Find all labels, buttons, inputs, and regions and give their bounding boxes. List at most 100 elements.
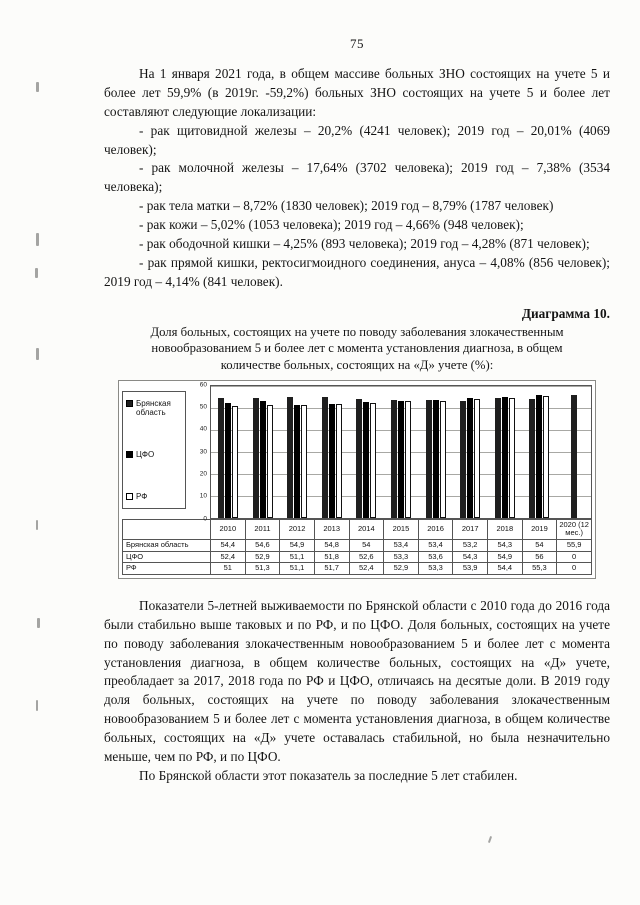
- scan-artifact: [36, 348, 39, 360]
- bar: [363, 402, 370, 518]
- scan-artifact: [37, 618, 40, 628]
- legend-entry: Брянская область: [126, 399, 182, 417]
- bar: [391, 400, 397, 518]
- bar-group-2010: [211, 386, 246, 518]
- year-header-cell: 2015: [383, 518, 419, 541]
- bar: [529, 399, 536, 518]
- list-item-rectum: - рак прямой кишки, ректосигмоидного сое…: [104, 254, 610, 289]
- value-cell: 55,9: [556, 539, 592, 552]
- value-cell: 52,4: [348, 562, 385, 575]
- bar: [405, 401, 411, 518]
- legend-label: РФ: [136, 491, 148, 501]
- value-cell: 52,4: [210, 550, 246, 564]
- chart-title: Доля больных, состоящих на учете по пово…: [150, 324, 564, 373]
- legend-label: Брянская область: [136, 398, 171, 417]
- scan-artifact: [36, 82, 39, 92]
- value-cell: 54,9: [487, 550, 523, 564]
- bar-group-2012: [280, 386, 315, 518]
- value-cell: 53,9: [452, 562, 488, 575]
- bar: [252, 397, 259, 518]
- bar: [398, 400, 404, 518]
- value-cell: 0: [556, 562, 592, 575]
- list-item-thyroid: - рак щитовидной железы – 20,2% (4241 че…: [104, 122, 610, 157]
- value-cell: 54,4: [210, 539, 246, 552]
- value-cell: 54,4: [487, 562, 523, 575]
- row-label-cell: РФ: [122, 562, 211, 575]
- bar: [439, 400, 446, 518]
- bar-group-2020: [556, 386, 591, 518]
- intro-paragraph: На 1 января 2021 года, в общем массиве б…: [104, 66, 610, 119]
- year-header-cell: 2011: [244, 518, 281, 541]
- value-cell: 54,6: [244, 539, 281, 552]
- bar: [508, 398, 515, 518]
- row-label-cell: Брянская область: [122, 539, 211, 552]
- scan-artifact: [36, 520, 38, 530]
- value-cell: 56: [521, 550, 558, 564]
- bar-group-2015: [384, 386, 419, 518]
- value-cell: 54,3: [452, 550, 488, 564]
- value-cell: 53,4: [417, 539, 454, 552]
- bar: [266, 404, 273, 518]
- bar-group-2014: [349, 386, 384, 518]
- table-row: Брянская область 54,4 54,6 54,9 54,8 54 53,4 53…: [122, 539, 592, 552]
- value-cell: 54,3: [487, 539, 523, 552]
- value-cell: 53,3: [417, 562, 454, 575]
- table-header-row: 2010 2011 2012 2013 2014 2015 2016 2017 2018 2019…: [122, 518, 592, 541]
- year-header-cell: 2016: [417, 518, 454, 541]
- bar: [494, 398, 501, 518]
- bar: [287, 397, 294, 518]
- year-header-cell: 2017: [452, 518, 488, 541]
- value-cell: 54,8: [313, 539, 350, 552]
- bar: [321, 397, 328, 518]
- bar: [232, 405, 239, 518]
- chart-data-table: 2010 2011 2012 2013 2014 2015 2016 2017 2018 2019…: [122, 518, 592, 575]
- page-number: 75: [350, 36, 364, 51]
- year-header-cell: 2018: [487, 518, 523, 541]
- list-item-uterus: - рак тела матки – 8,72% (1830 человек);…: [139, 198, 554, 214]
- chart-legend: Брянская область ЦФО РФ: [122, 390, 186, 509]
- legend-entry: ЦФО: [126, 450, 182, 459]
- year-header-cell: 2019: [521, 518, 558, 541]
- bar: [259, 401, 266, 518]
- y-tick-label: 0: [203, 515, 207, 523]
- bar: [294, 405, 301, 518]
- bar: [467, 398, 474, 518]
- value-cell: 0: [556, 550, 592, 564]
- bar: [432, 399, 439, 518]
- y-tick-label: 40: [199, 425, 207, 433]
- scan-artifact: [36, 233, 39, 246]
- bars-container: [211, 386, 591, 518]
- year-header-cell: 2020 (12 мес.): [556, 518, 592, 541]
- bar: [370, 402, 377, 518]
- value-cell: 54: [521, 539, 558, 552]
- scan-artifact: [487, 835, 493, 844]
- bar-group-2018: [487, 386, 522, 518]
- value-cell: 51,3: [244, 562, 281, 575]
- row-label-cell: ЦФО: [122, 550, 211, 564]
- chart: Брянская область ЦФО РФ 60 50 40 30 20 10 0 2010…: [118, 379, 596, 579]
- scan-artifact: [36, 700, 38, 711]
- value-cell: 54: [348, 539, 385, 552]
- chart-plot-region: Брянская область ЦФО РФ 60 50 40 30 20 10 0: [122, 381, 592, 523]
- bar: [460, 400, 467, 518]
- list-item-skin: - рак кожи – 5,02% (1053 человека); 2019…: [139, 217, 524, 232]
- bar: [501, 397, 508, 518]
- value-cell: 52,9: [383, 562, 419, 575]
- table-row: ЦФО 52,4 52,9 51,1 51,8 52,6 53,3 53,6 54,3 54,9 5…: [122, 550, 592, 564]
- bar: [474, 399, 481, 518]
- bar: [425, 400, 432, 518]
- bar-group-2019: [522, 386, 557, 518]
- y-tick-label: 30: [199, 448, 207, 456]
- value-cell: 53,2: [452, 539, 488, 552]
- diagram-caption: Диаграмма 10.: [521, 305, 610, 321]
- bar: [356, 399, 363, 518]
- bar: [225, 402, 232, 518]
- value-cell: 51,1: [279, 550, 315, 564]
- legend-marker-icon: [126, 399, 133, 407]
- year-header-cell: 2012: [279, 518, 315, 541]
- value-cell: 55,3: [521, 562, 558, 575]
- year-header-cell: 2010: [210, 518, 246, 541]
- value-cell: 52,6: [348, 550, 385, 564]
- value-cell: 51,7: [313, 562, 350, 575]
- value-cell: 53,6: [417, 550, 454, 564]
